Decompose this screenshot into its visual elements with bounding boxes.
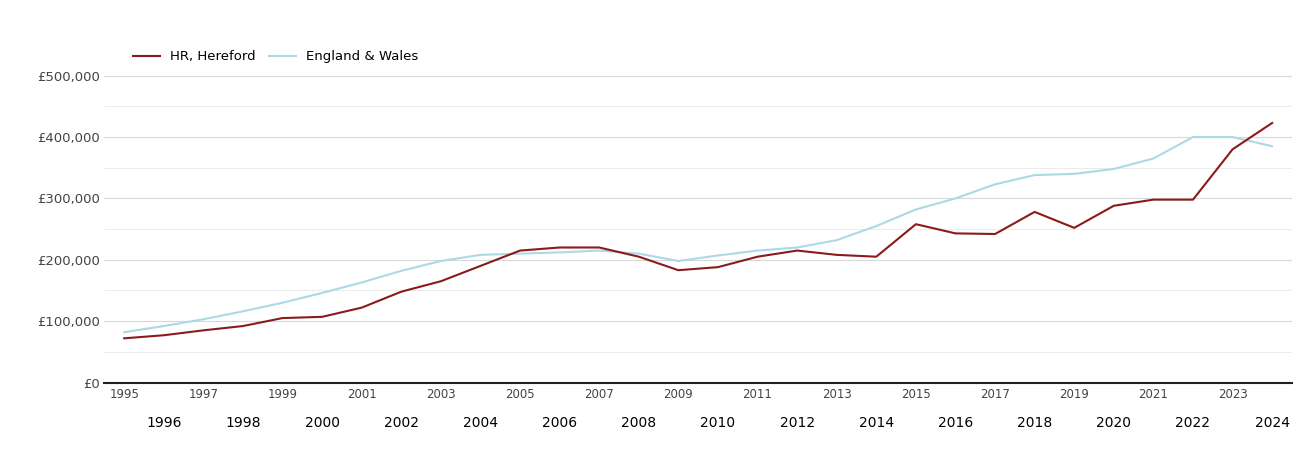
Legend: HR, Hereford, England & Wales: HR, Hereford, England & Wales (128, 45, 424, 68)
HR, Hereford (235, 324, 251, 329)
England & Wales (1146, 156, 1161, 161)
England & Wales (235, 309, 251, 314)
HR, Hereford (1146, 197, 1161, 202)
England & Wales (1265, 144, 1280, 149)
HR, Hereford (1105, 203, 1121, 208)
HR, Hereford (1185, 197, 1201, 202)
England & Wales (947, 196, 963, 201)
HR, Hereford (512, 248, 527, 253)
England & Wales (988, 182, 1004, 187)
HR, Hereford (155, 333, 171, 338)
England & Wales (790, 245, 805, 250)
HR, Hereford (908, 221, 924, 227)
HR, Hereford (829, 252, 844, 257)
HR, Hereford (947, 231, 963, 236)
HR, Hereford (671, 267, 686, 273)
England & Wales (632, 251, 647, 256)
HR, Hereford (116, 336, 132, 341)
England & Wales (196, 317, 211, 322)
HR, Hereford (393, 289, 408, 294)
England & Wales (908, 207, 924, 212)
England & Wales (1224, 135, 1240, 140)
HR, Hereford (868, 254, 883, 259)
England & Wales (433, 258, 449, 264)
England & Wales (829, 238, 844, 243)
HR, Hereford (988, 231, 1004, 237)
HR, Hereford (354, 305, 369, 310)
England & Wales (116, 329, 132, 335)
England & Wales (749, 248, 765, 253)
Line: HR, Hereford: HR, Hereford (124, 123, 1272, 338)
HR, Hereford (749, 254, 765, 259)
England & Wales (591, 248, 607, 253)
HR, Hereford (1066, 225, 1082, 230)
HR, Hereford (275, 315, 291, 321)
HR, Hereford (433, 279, 449, 284)
England & Wales (275, 300, 291, 306)
England & Wales (512, 251, 527, 256)
Line: England & Wales: England & Wales (124, 137, 1272, 332)
England & Wales (868, 223, 883, 229)
HR, Hereford (472, 263, 488, 269)
HR, Hereford (552, 245, 568, 250)
England & Wales (552, 250, 568, 255)
England & Wales (1185, 135, 1201, 140)
HR, Hereford (632, 254, 647, 259)
HR, Hereford (1265, 120, 1280, 126)
HR, Hereford (196, 328, 211, 333)
England & Wales (472, 252, 488, 257)
England & Wales (1027, 172, 1043, 178)
HR, Hereford (1224, 147, 1240, 152)
HR, Hereford (315, 314, 330, 319)
England & Wales (155, 324, 171, 329)
HR, Hereford (710, 265, 726, 270)
England & Wales (1105, 166, 1121, 171)
England & Wales (710, 253, 726, 258)
England & Wales (393, 268, 408, 274)
England & Wales (354, 280, 369, 285)
England & Wales (671, 258, 686, 264)
England & Wales (1066, 171, 1082, 176)
HR, Hereford (1027, 209, 1043, 215)
HR, Hereford (591, 245, 607, 250)
HR, Hereford (790, 248, 805, 253)
England & Wales (315, 290, 330, 296)
